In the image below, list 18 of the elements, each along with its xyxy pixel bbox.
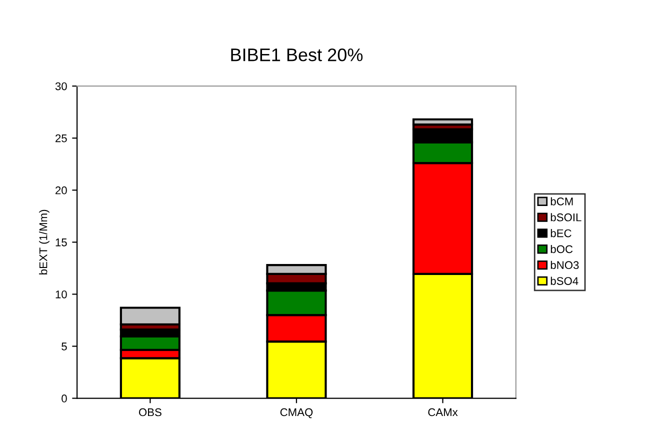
- legend-label: bCM: [550, 197, 573, 206]
- y-tick-label: 15: [56, 238, 67, 246]
- x-tick-label: CMAQ: [280, 408, 313, 418]
- y-tick-label: 5: [62, 342, 67, 350]
- y-axis-title: bEXT (1/Mm): [39, 210, 50, 274]
- legend-label: bSOIL: [550, 213, 582, 222]
- y-tick-label: 20: [56, 186, 67, 194]
- y-tick-label: 25: [56, 134, 67, 142]
- legend-label: bOC: [550, 244, 573, 254]
- chart-title: BIBE1 Best 20%: [231, 48, 363, 62]
- y-tick-label: 30: [55, 82, 67, 90]
- legend-label: bEC: [550, 229, 572, 238]
- legend-label: bSO4: [550, 276, 578, 285]
- y-tick-label: 0: [62, 394, 67, 402]
- x-tick-label: CAMx: [428, 408, 458, 416]
- x-tick-label: OBS: [138, 408, 162, 416]
- y-tick-label: 10: [56, 290, 67, 298]
- legend-label: bNO3: [550, 260, 579, 270]
